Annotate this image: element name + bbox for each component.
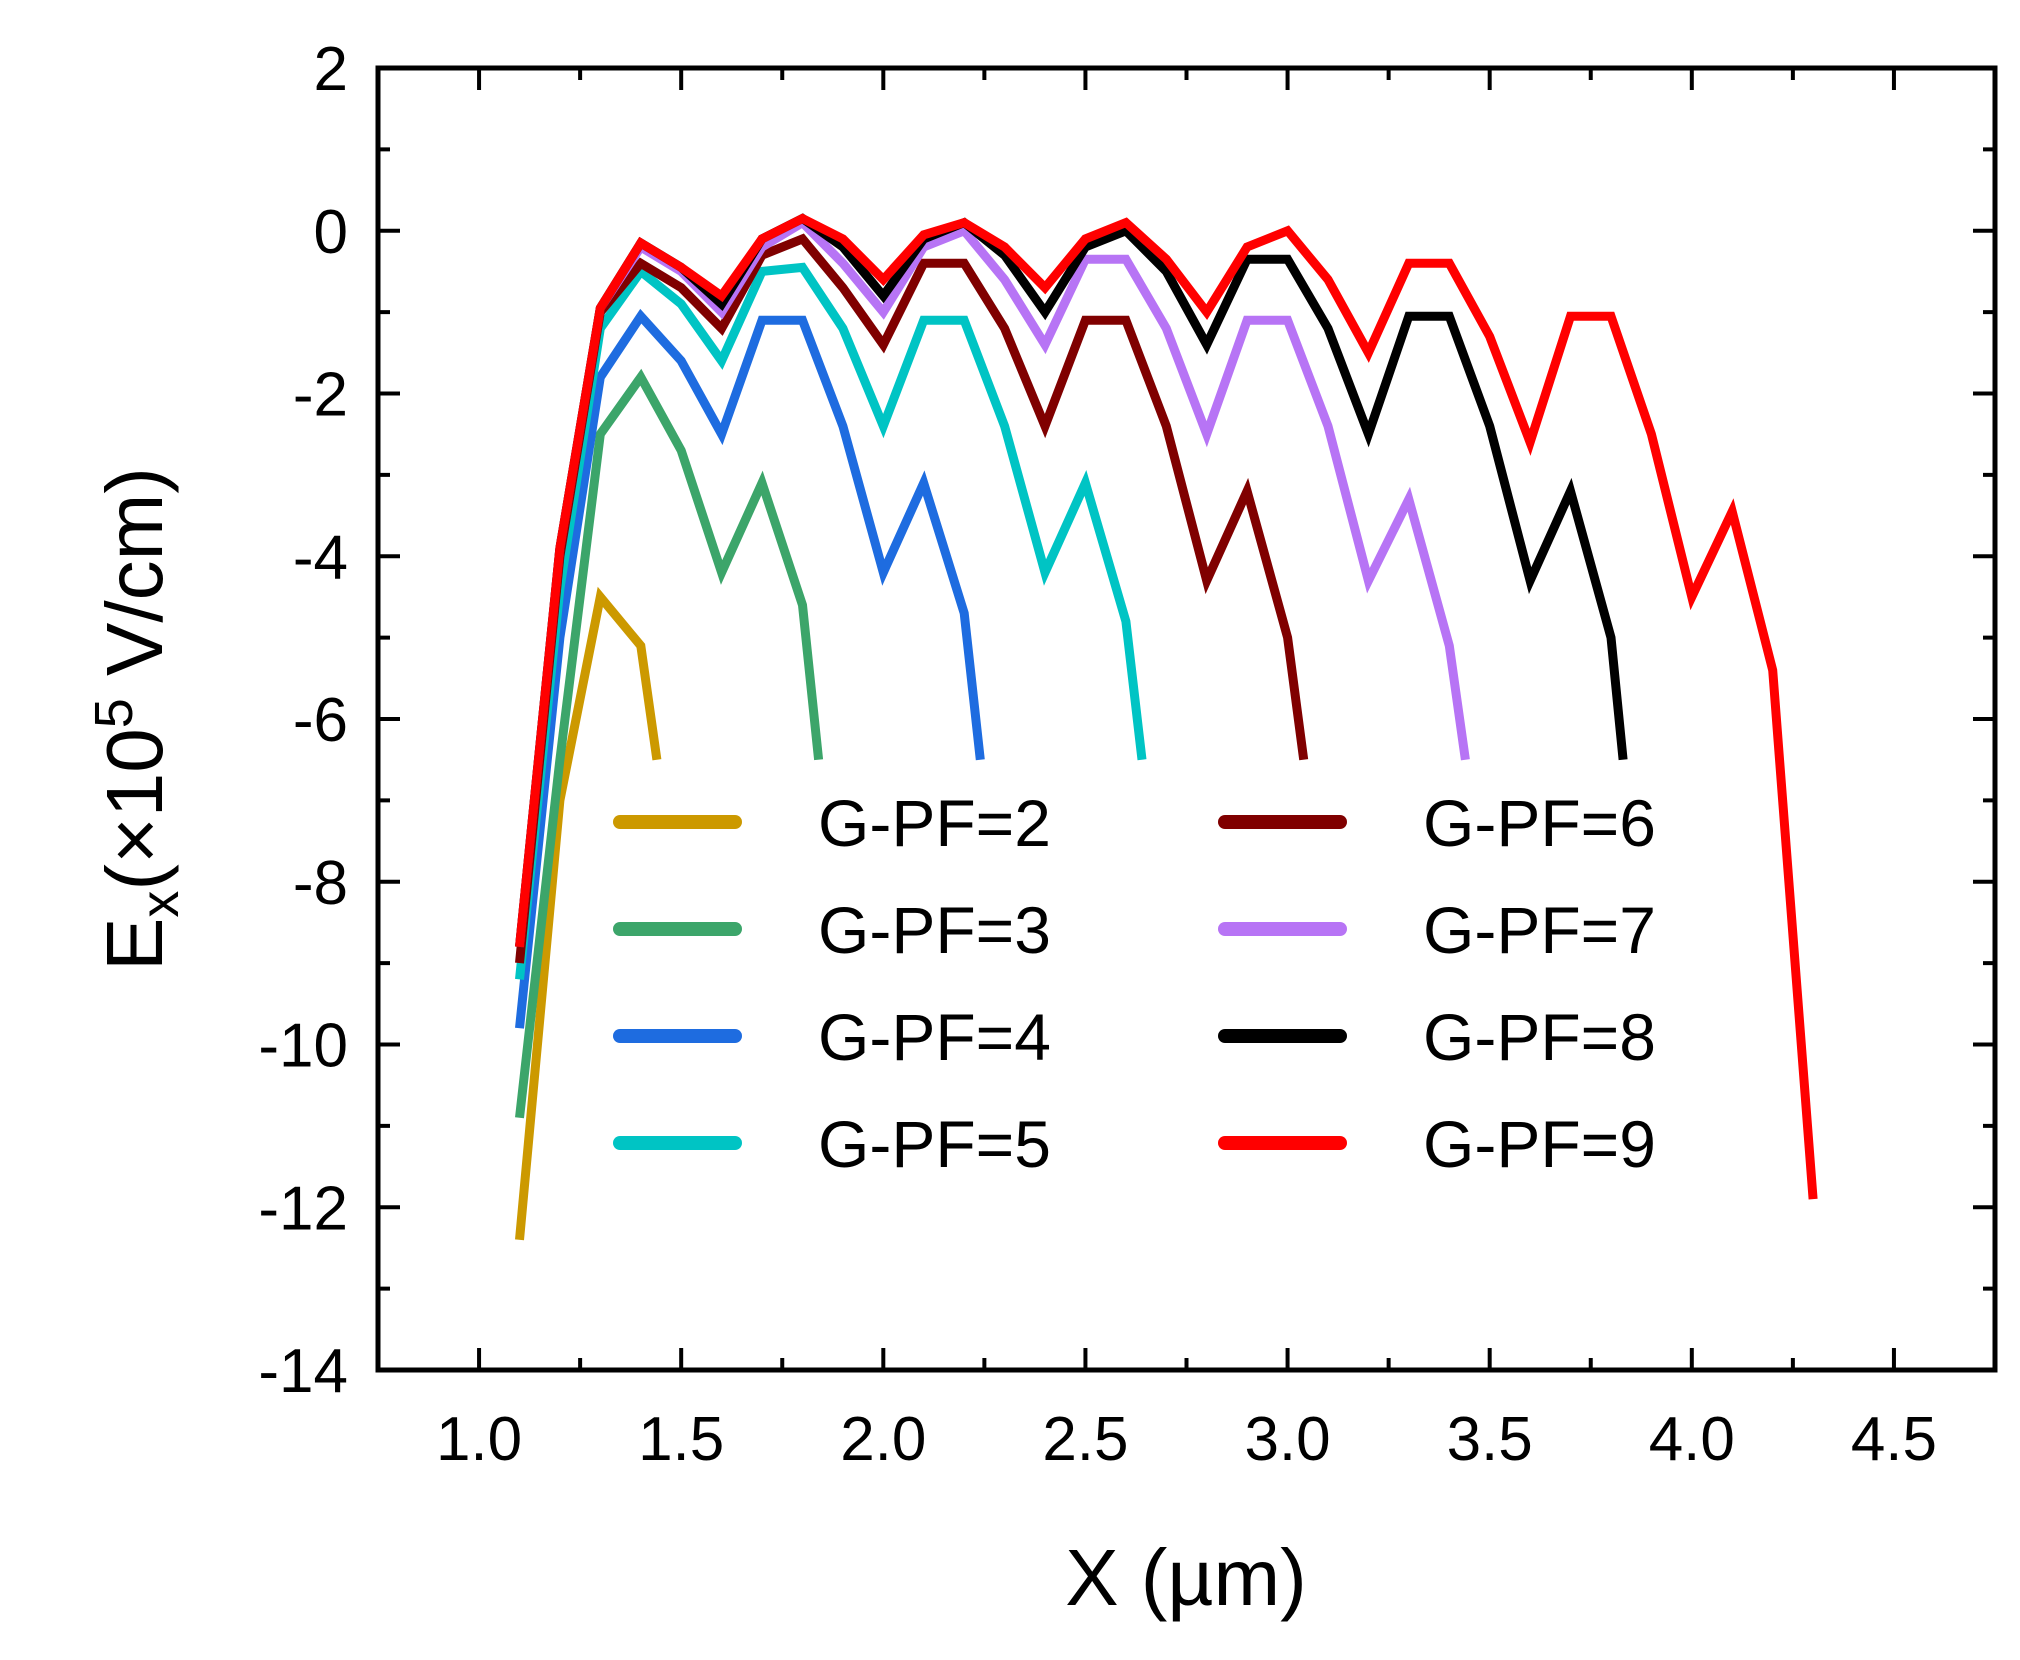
x-tick-label: 2.5 [1042, 1405, 1128, 1474]
legend-label-g-pf-7: G-PF=7 [1423, 893, 1656, 967]
y-tick-label: -12 [258, 1174, 348, 1243]
legend-label-g-pf-5: G-PF=5 [818, 1107, 1051, 1181]
y-tick-label: -10 [258, 1012, 348, 1081]
x-tick-label: 4.5 [1851, 1405, 1937, 1474]
y-tick-label: -2 [293, 361, 348, 430]
series-line-g-pf-6 [515, 233, 1309, 964]
x-tick-label: 1.0 [436, 1405, 522, 1474]
x-tick-label: 3.0 [1244, 1405, 1330, 1474]
legend-label-g-pf-4: G-PF=4 [818, 1000, 1051, 1074]
y-axis-title-superscript: 5 [84, 698, 144, 728]
x-tick-label: 1.5 [638, 1405, 724, 1474]
series-line-g-pf-2 [515, 586, 662, 1241]
tick-layer: 1.0 1.5 2.0 2.5 3.0 3.5 4.0 4.5 -14 -12 -10 -8 -6 -4 -… [258, 35, 1997, 1474]
y-axis-title-base: E [90, 918, 179, 971]
y-axis-title-subscript: x [130, 891, 190, 918]
series-line-g-pf-9 [515, 213, 1818, 1200]
series-line-g-pf-3 [515, 368, 824, 1119]
legend-label-g-pf-3: G-PF=3 [818, 893, 1051, 967]
x-tick-label: 3.5 [1447, 1405, 1533, 1474]
y-tick-label: 2 [314, 35, 348, 104]
legend-label-g-pf-2: G-PF=2 [818, 786, 1051, 860]
y-tick-label: -14 [258, 1337, 348, 1406]
x-tick-label: 4.0 [1649, 1405, 1735, 1474]
series-layer [515, 213, 1818, 1241]
series-line-g-pf-4 [515, 308, 985, 1029]
y-tick-label: 0 [314, 198, 348, 267]
y-tick-label: -8 [293, 849, 348, 918]
legend-label-g-pf-9: G-PF=9 [1423, 1107, 1656, 1181]
y-tick-label: -6 [293, 686, 348, 755]
y-axis-title-prefix: (×10 [90, 728, 179, 890]
series-line-g-pf-5 [515, 262, 1147, 980]
plot-frame [375, 65, 1998, 1373]
legend: G-PF=2 G-PF=3 G-PF=4 G-PF=5 G-PF=6 G-PF=7 G-PF… [613, 786, 1656, 1181]
y-axis-title-suffix: V/cm) [90, 467, 179, 698]
x-tick-label: 2.0 [840, 1405, 926, 1474]
legend-label-g-pf-8: G-PF=8 [1423, 1000, 1656, 1074]
x-axis-title: X (µm) [1065, 1533, 1307, 1622]
legend-label-g-pf-6: G-PF=6 [1423, 786, 1656, 860]
y-axis-title: Ex(×105 V/cm) [84, 467, 190, 971]
y-tick-label: -4 [293, 523, 348, 592]
